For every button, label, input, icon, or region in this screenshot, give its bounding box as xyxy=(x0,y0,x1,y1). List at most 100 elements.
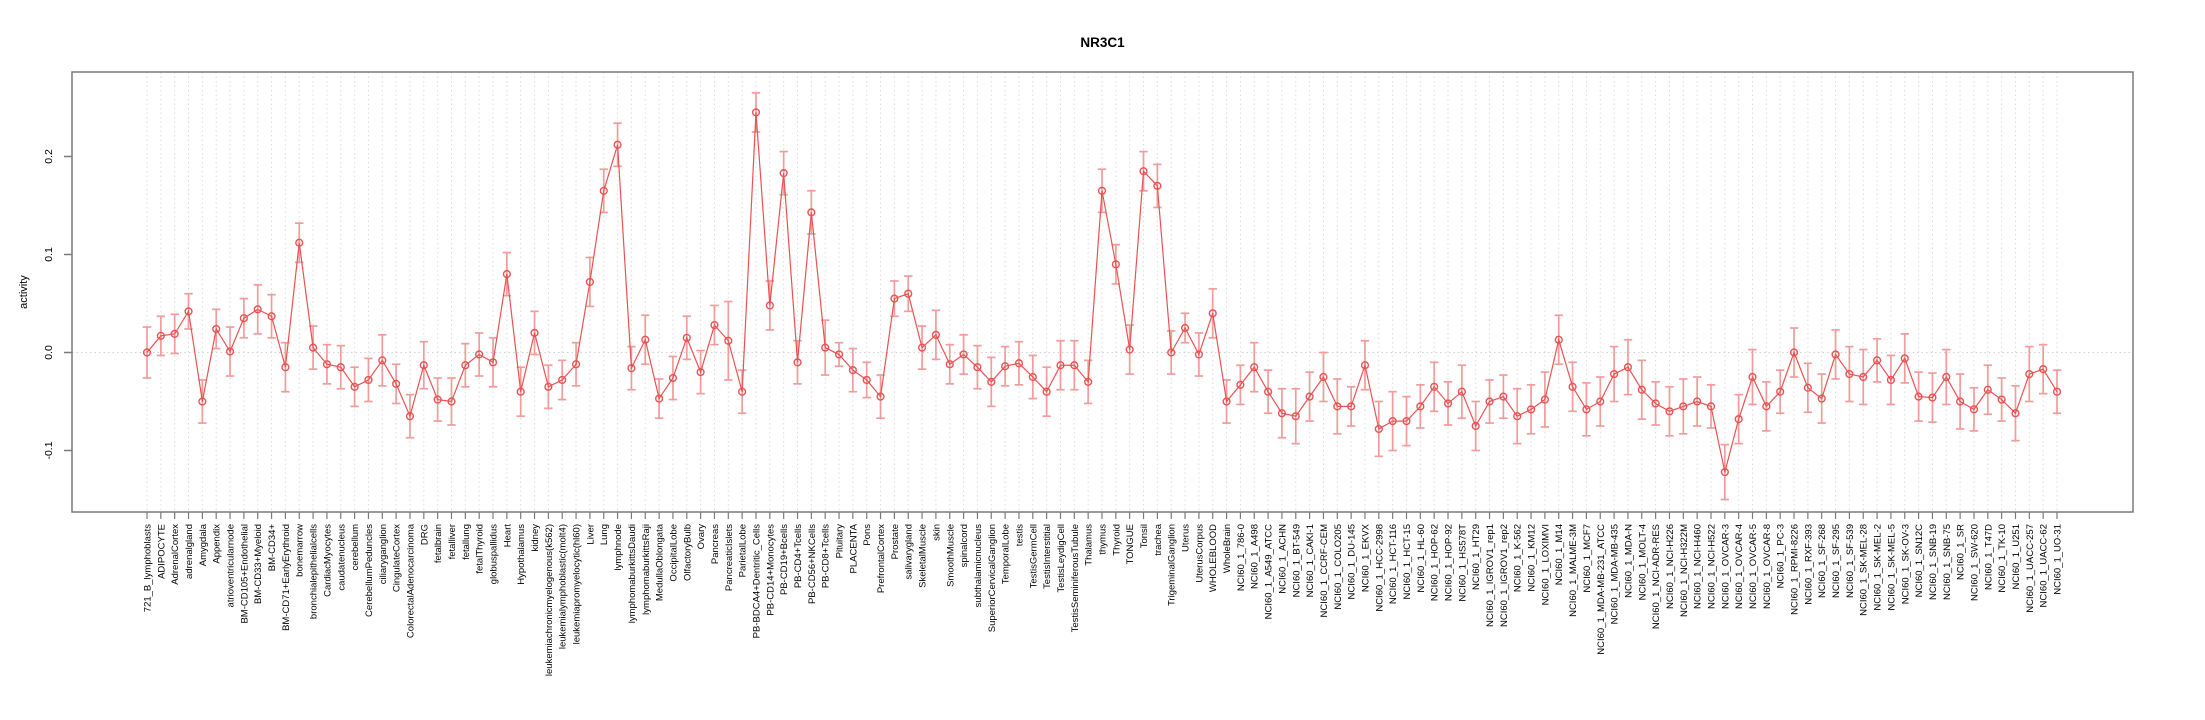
category-label: NCI60_1_KM12 xyxy=(1527,524,1538,592)
data-point xyxy=(156,331,165,340)
data-point xyxy=(350,382,359,391)
category-label: NCI60_1_NCI-H226 xyxy=(1665,524,1676,609)
data-point xyxy=(931,330,941,339)
category-label: kidney xyxy=(530,524,541,552)
category-label: 721_B_lymphoblasts xyxy=(143,524,154,612)
data-point xyxy=(834,350,844,359)
category-label: NCI60_1_UACC-257 xyxy=(2025,524,2036,613)
data-point xyxy=(1457,387,1466,396)
category-label: Amygdala xyxy=(198,523,209,566)
category-label: cerebellum xyxy=(350,524,361,571)
category-label: NCI60_1_ACHN xyxy=(1277,524,1288,594)
category-label: thymus xyxy=(1098,524,1109,555)
data-point xyxy=(1872,356,1882,365)
category-label: TONGUE xyxy=(1125,524,1136,564)
category-label: NCI60_1_EKVX xyxy=(1360,523,1371,592)
category-label: Pancreas xyxy=(710,524,721,564)
data-point xyxy=(1928,393,1937,402)
category-label: NCI60_1_A498 xyxy=(1250,524,1261,589)
data-point xyxy=(1942,372,1951,382)
data-point xyxy=(571,360,581,369)
data-point xyxy=(1236,380,1245,389)
category-label: NCI60_1_SN12C xyxy=(1914,524,1925,598)
category-label: UterusCorpus xyxy=(1194,524,1205,583)
category-label: NCI60_1_HT29 xyxy=(1471,524,1482,590)
category-label: WholeBrain xyxy=(1222,524,1233,573)
category-label: NCI60_1_A549_ATCC xyxy=(1264,524,1275,620)
category-label: TestisInterstitial xyxy=(1042,524,1053,589)
data-point xyxy=(1001,362,1010,371)
data-point xyxy=(890,294,899,303)
category-label: CerebellumPeduncles xyxy=(364,524,375,617)
data-point xyxy=(1194,350,1203,359)
category-label: NCI60_1_OVCAR-3 xyxy=(1720,524,1731,609)
category-label: NCI60_1_SK-MEL-28 xyxy=(1859,524,1870,616)
data-point xyxy=(1111,260,1120,269)
data-point xyxy=(1734,415,1743,424)
category-label: NCI60_1_BT-549 xyxy=(1291,524,1302,597)
category-label: NCI60_1_RPMI-8226 xyxy=(1790,524,1801,615)
category-label: CingulateCortex xyxy=(392,524,403,592)
category-label: trachea xyxy=(1153,523,1164,555)
data-point xyxy=(1983,385,1992,394)
data-point xyxy=(848,366,857,375)
category-label: NCI60_1_HCT-116 xyxy=(1388,524,1399,604)
category-label: NCI60_1_NCI-H460 xyxy=(1693,524,1704,609)
data-point xyxy=(461,361,470,370)
data-point xyxy=(945,360,954,369)
category-label: NCI60_1_NCI-H522 xyxy=(1706,524,1717,609)
data-point xyxy=(1167,348,1176,357)
data-point xyxy=(959,350,968,359)
category-label: ciliaryganglion xyxy=(378,524,389,584)
data-point xyxy=(710,320,719,330)
category-label: Uterus xyxy=(1181,524,1192,552)
data-point xyxy=(1291,412,1300,421)
category-label: ColorectalAdenocarcinoma xyxy=(405,523,416,638)
category-label: salivarygland xyxy=(904,524,915,579)
category-label: fetallung xyxy=(461,524,472,560)
data-point xyxy=(378,356,387,365)
data-point xyxy=(1443,399,1453,408)
category-label: NCI60_1_MDA-N xyxy=(1623,524,1634,598)
series-line xyxy=(146,112,2058,473)
data-point xyxy=(613,140,622,149)
data-point xyxy=(765,301,774,310)
category-label: Prostate xyxy=(890,524,901,559)
category-label: BM-CD33+Myeloid xyxy=(253,524,264,604)
data-point xyxy=(904,289,913,298)
data-point xyxy=(1499,392,1508,401)
data-point xyxy=(1402,417,1411,426)
data-point xyxy=(322,360,332,369)
data-point xyxy=(1831,350,1840,359)
data-point xyxy=(1693,397,1702,406)
data-point xyxy=(1319,372,1328,382)
category-label: NCI60_1_UO-31 xyxy=(2053,524,2064,595)
category-label: WHOLEBLOOD xyxy=(1208,524,1219,592)
data-point xyxy=(336,363,345,372)
data-point xyxy=(1554,335,1563,344)
category-label: NCI60_1_UACC-62 xyxy=(2039,524,2050,607)
data-point xyxy=(724,336,733,345)
category-label: OccipitalLobe xyxy=(668,524,679,582)
data-point xyxy=(1097,186,1107,195)
category-label: subthalamicnucleus xyxy=(973,524,984,608)
category-label: NCI60_1_CAKI-1 xyxy=(1305,524,1316,597)
category-label: NCI60_1_HCC-2998 xyxy=(1374,524,1385,612)
data-point xyxy=(1997,395,2006,404)
data-point xyxy=(1153,181,1162,191)
data-point xyxy=(1526,405,1536,414)
category-label: bonemarrow xyxy=(295,524,306,577)
category-label: PancreaticIslets xyxy=(724,524,735,591)
category-label: PB-CD4+Tcells xyxy=(793,524,804,588)
data-point xyxy=(1277,409,1287,418)
data-point xyxy=(1416,402,1425,411)
data-point xyxy=(1028,372,1037,382)
category-label: globuspallidus xyxy=(489,524,500,584)
data-point xyxy=(267,312,276,321)
data-point xyxy=(2039,365,2048,374)
category-label: TestisSeminiferousTubule xyxy=(1070,524,1081,632)
category-label: adrenalgland xyxy=(184,524,195,579)
data-point xyxy=(1540,395,1550,404)
y-tick-label: 0.1 xyxy=(43,247,55,262)
data-point xyxy=(1623,363,1633,372)
